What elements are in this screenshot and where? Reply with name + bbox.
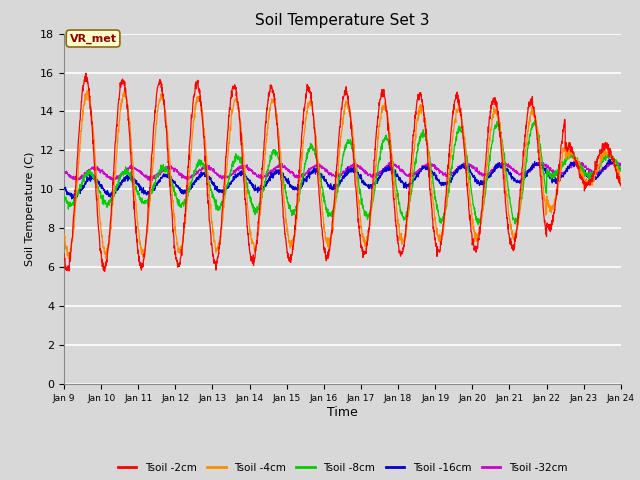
Legend: Tsoil -2cm, Tsoil -4cm, Tsoil -8cm, Tsoil -16cm, Tsoil -32cm: Tsoil -2cm, Tsoil -4cm, Tsoil -8cm, Tsoi…: [113, 458, 572, 477]
Y-axis label: Soil Temperature (C): Soil Temperature (C): [24, 152, 35, 266]
Title: Soil Temperature Set 3: Soil Temperature Set 3: [255, 13, 429, 28]
Text: VR_met: VR_met: [70, 34, 116, 44]
X-axis label: Time: Time: [327, 406, 358, 419]
